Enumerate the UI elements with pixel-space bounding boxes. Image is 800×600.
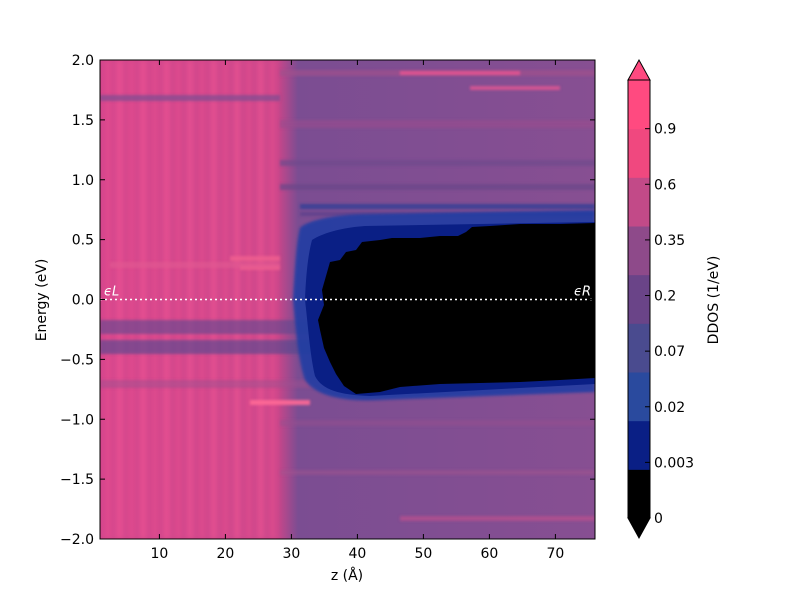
colorbar-segment	[628, 469, 650, 519]
heatmap-gap-region	[318, 223, 595, 394]
colorbar-segment	[628, 274, 650, 324]
stripe-column	[234, 60, 241, 539]
colorbar-tick-label: 0.9	[654, 122, 676, 138]
colorbar-segment	[628, 323, 650, 373]
fermi-left-label: ϵL	[104, 285, 119, 300]
stripe-column	[116, 60, 123, 539]
x-tick-label: 30	[282, 546, 300, 562]
y-axis-label: Energy (eV)	[34, 259, 50, 342]
colorbar-frame	[627, 79, 651, 519]
heatmap-plot-area: ϵL ϵR	[99, 59, 596, 540]
stripe-column	[245, 60, 252, 539]
x-tick-label: 10	[150, 546, 168, 562]
colorbar-tick-label: 0.35	[654, 233, 685, 249]
stripe-column	[175, 60, 182, 539]
colorbar-tick-label: 0.2	[654, 289, 676, 305]
x-axis: 10 20 30 40 50 60 70	[150, 60, 564, 562]
colorbar-label: DDOS (1/eV)	[706, 256, 722, 345]
stripe-column	[269, 60, 276, 539]
colorbar-tick-label: 0.02	[654, 400, 685, 416]
colorbar-segment	[628, 128, 650, 178]
y-tick-label: −0.5	[60, 352, 94, 368]
colorbar: 0 0.003 0.02 0.07 0.2 0.35 0.6 0.9	[627, 58, 694, 540]
y-axis: 2.0 1.5 1.0 0.5 0.0 −0.5 −1.0 −1.5 −2.0	[60, 53, 595, 548]
y-tick-label: 1.5	[72, 113, 94, 129]
y-tick-label: −1.0	[60, 412, 94, 428]
colorbar-tick-label: 0.6	[654, 177, 676, 193]
colorbar-segment	[628, 372, 650, 422]
y-tick-label: 0.5	[72, 233, 94, 249]
fermi-right-label: ϵR	[574, 285, 591, 300]
colorbar-segment	[628, 177, 650, 227]
y-tick-label: 0.0	[72, 293, 94, 309]
y-tick-label: −2.0	[60, 532, 94, 548]
x-tick-label: 70	[546, 546, 564, 562]
x-axis-label: z (Å)	[331, 567, 363, 584]
y-tick-label: −1.5	[60, 472, 94, 488]
stripe-column	[210, 60, 217, 539]
colorbar-tick-label: 0	[654, 511, 663, 527]
colorbar-segment	[628, 226, 650, 276]
y-tick-label: 2.0	[72, 53, 94, 69]
colorbar-tick-label: 0.07	[654, 344, 685, 360]
colorbar-segment	[628, 420, 650, 470]
colorbar-segment	[628, 80, 650, 130]
x-tick-label: 50	[414, 546, 432, 562]
y-tick-label: 1.0	[72, 173, 94, 189]
x-tick-label: 60	[480, 546, 498, 562]
x-tick-label: 40	[348, 546, 366, 562]
stripe-column	[104, 60, 111, 539]
stripe-column	[140, 60, 147, 539]
x-tick-label: 20	[216, 546, 234, 562]
colorbar-extend-bottom	[627, 517, 651, 540]
stripe-column	[151, 60, 158, 539]
colorbar-extend-top	[627, 58, 651, 81]
colorbar-tick-label: 0.003	[654, 455, 694, 471]
